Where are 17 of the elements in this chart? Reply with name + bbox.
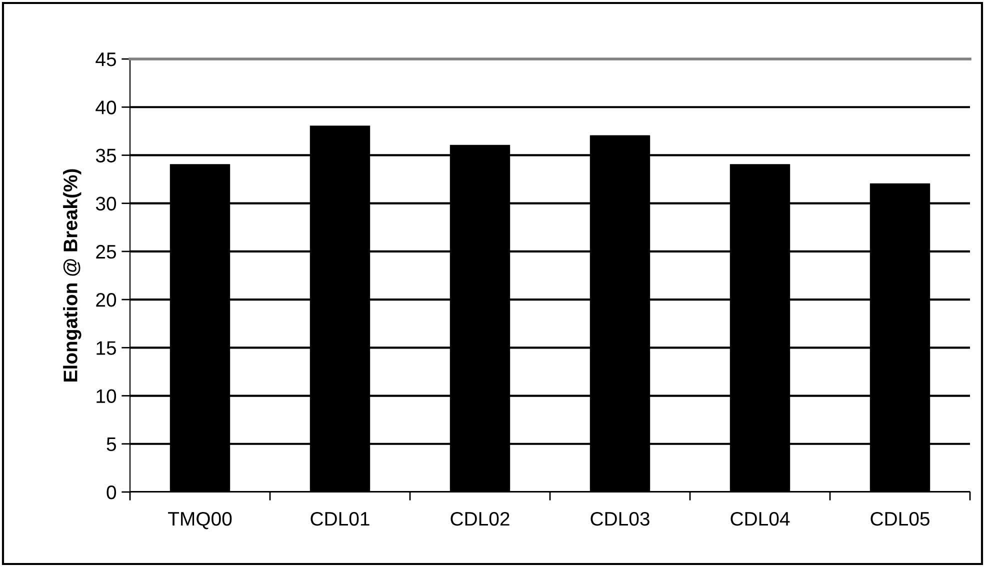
x-tick-label: CDL05 bbox=[870, 512, 930, 526]
y-tick-label: 15 bbox=[96, 341, 116, 355]
y-tick-label: 30 bbox=[96, 196, 116, 211]
y-tick-label: 45 bbox=[96, 52, 116, 66]
x-tick-label: TMQ00 bbox=[168, 512, 232, 530]
y-tick-label: 10 bbox=[96, 389, 116, 404]
x-tick-label: CDL02 bbox=[450, 512, 510, 526]
x-tick-label: CDL01 bbox=[310, 512, 370, 526]
y-tick-label: 0 bbox=[106, 485, 116, 500]
y-tick-label: 25 bbox=[96, 244, 116, 259]
y-tick-label: 20 bbox=[96, 293, 116, 307]
y-tick-label: 35 bbox=[96, 148, 116, 162]
y-tick-label: 40 bbox=[96, 100, 116, 114]
x-tick-label: CDL03 bbox=[590, 512, 650, 526]
y-tick-label: 5 bbox=[106, 438, 116, 452]
x-tick-label: CDL04 bbox=[730, 512, 790, 526]
y-axis-title: Elongation @ Break(%) bbox=[63, 169, 82, 382]
